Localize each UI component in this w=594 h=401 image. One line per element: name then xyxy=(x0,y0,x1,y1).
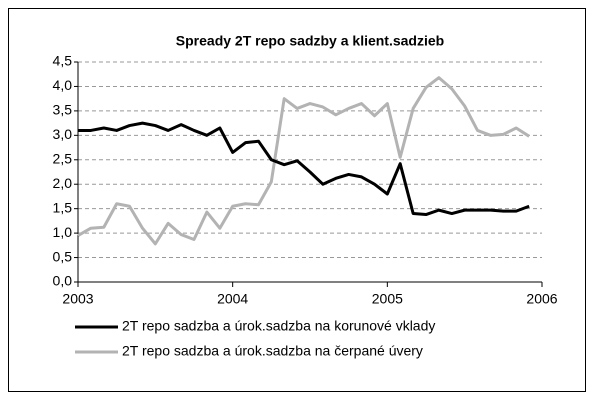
y-tick-label: 1,5 xyxy=(53,199,73,215)
series-line xyxy=(78,121,530,217)
series-line xyxy=(77,76,530,246)
x-tick-label: 2003 xyxy=(62,291,93,307)
x-tick-label: 2006 xyxy=(526,291,557,307)
y-tick-label: 1,0 xyxy=(53,224,73,240)
legend-label: 2T repo sadzba a úrok.sadzba na korunové… xyxy=(122,318,435,334)
x-tick-label: 2004 xyxy=(217,291,248,307)
y-tick-label: 3,5 xyxy=(53,102,73,118)
y-tick-label: 4,5 xyxy=(53,53,73,69)
y-tick-label: 0,0 xyxy=(53,273,73,289)
x-tick-label: 2005 xyxy=(372,291,403,307)
y-tick-label: 2,0 xyxy=(53,175,73,191)
y-tick-label: 2,5 xyxy=(53,150,73,166)
legend-label: 2T repo sadzba a úrok.sadzba na čerpané … xyxy=(122,343,423,359)
chart-title: Spready 2T repo sadzby a klient.sadzieb xyxy=(176,33,444,49)
y-tick-label: 4,0 xyxy=(53,77,73,93)
chart-frame xyxy=(8,8,586,392)
y-tick-label: 3,0 xyxy=(53,126,73,142)
y-tick-label: 0,5 xyxy=(53,248,73,264)
